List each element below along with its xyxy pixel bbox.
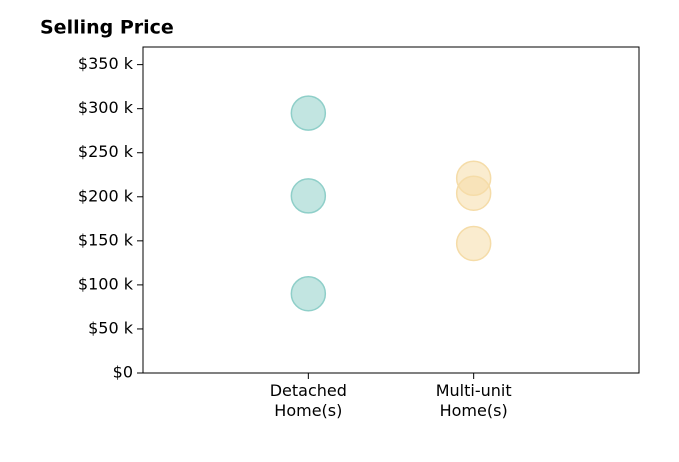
y-tick-label: $200 k [78,186,134,205]
chart-title: Selling Price [40,17,174,39]
point [290,275,327,312]
y-tick-label: $250 k [78,142,134,161]
y-tick-label: $50 k [88,318,134,337]
y-tick-label: $300 k [78,98,134,117]
x-tick-label: Multi-unit Home(s) [435,381,512,420]
point [455,175,492,212]
y-tick-label: $100 k [78,274,134,293]
point [290,178,327,214]
point [290,95,327,131]
plot-frame [142,46,640,374]
x-tick-label: Detached Home(s) [269,381,347,420]
point [455,225,492,262]
y-tick-label: $150 k [78,230,134,249]
y-tick-label: $0 [113,363,133,382]
y-tick-label: $350 k [78,54,134,73]
